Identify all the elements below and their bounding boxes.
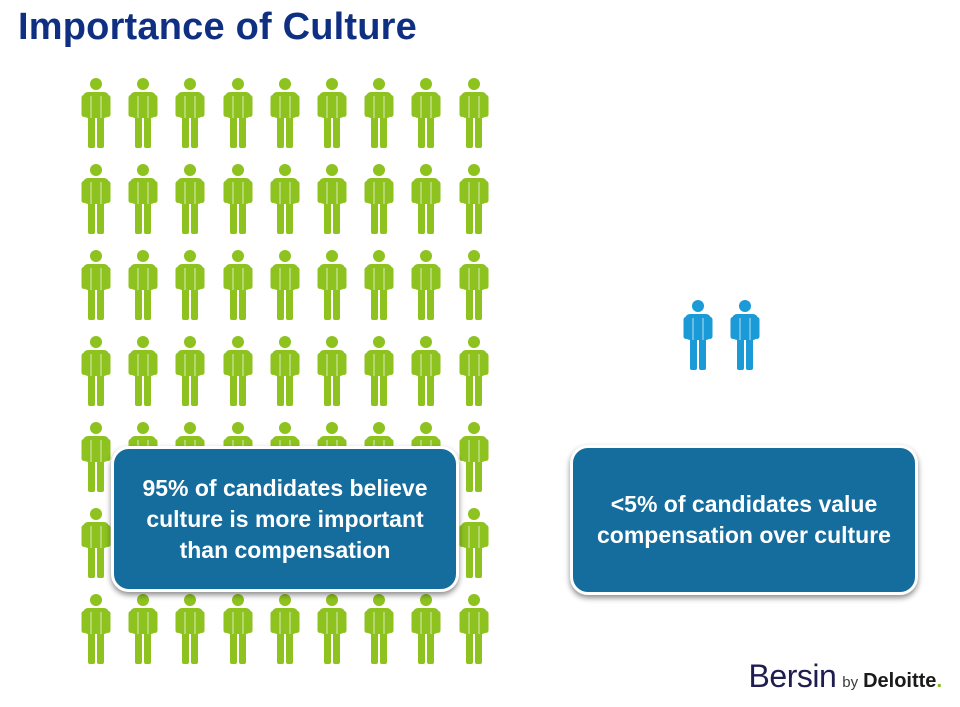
person-icon	[128, 250, 158, 322]
brand-dot: .	[936, 670, 942, 692]
person-icon	[364, 164, 394, 236]
person-icon	[459, 250, 489, 322]
person-icon	[81, 422, 111, 494]
person-icon	[459, 594, 489, 666]
person-icon	[128, 336, 158, 408]
brand-by: by	[842, 674, 859, 691]
majority-callout-text: 95% of candidates believe culture is mor…	[142, 474, 428, 563]
person-icon	[459, 508, 489, 580]
person-icon	[683, 300, 713, 372]
person-icon	[223, 594, 253, 666]
person-icon	[411, 336, 441, 408]
person-icon	[459, 422, 489, 494]
minority-callout: <5% of candidates value compensation ove…	[570, 445, 918, 595]
person-icon	[175, 336, 205, 408]
person-icon	[364, 336, 394, 408]
person-icon	[270, 594, 300, 666]
person-icon	[223, 250, 253, 322]
page-title: Importance of Culture	[18, 6, 418, 48]
minority-callout-text: <5% of candidates value compensation ove…	[597, 491, 891, 548]
person-icon	[270, 336, 300, 408]
person-icon	[317, 336, 347, 408]
person-icon	[270, 250, 300, 322]
majority-callout: 95% of candidates believe culture is mor…	[111, 446, 459, 592]
person-icon	[81, 336, 111, 408]
person-icon	[175, 594, 205, 666]
person-icon	[730, 300, 760, 372]
person-icon	[270, 78, 300, 150]
person-icon	[317, 250, 347, 322]
person-icon	[317, 78, 347, 150]
person-icon	[128, 594, 158, 666]
person-icon	[317, 164, 347, 236]
person-icon	[175, 250, 205, 322]
person-icon	[223, 336, 253, 408]
person-icon	[128, 78, 158, 150]
brand-name: Bersin	[748, 658, 837, 694]
person-icon	[364, 250, 394, 322]
person-icon	[81, 508, 111, 580]
person-icon	[411, 250, 441, 322]
person-icon	[270, 164, 300, 236]
person-icon	[223, 78, 253, 150]
brand-company: Deloitte	[863, 670, 937, 692]
person-icon	[364, 78, 394, 150]
person-icon	[223, 164, 253, 236]
person-icon	[81, 250, 111, 322]
person-icon	[81, 78, 111, 150]
person-icon	[317, 594, 347, 666]
person-icon	[175, 78, 205, 150]
person-icon	[411, 164, 441, 236]
brand-logo: Bersin by Deloitte.	[749, 658, 942, 695]
person-icon	[459, 164, 489, 236]
person-icon	[459, 336, 489, 408]
person-icon	[128, 164, 158, 236]
person-icon	[81, 164, 111, 236]
person-icon	[411, 78, 441, 150]
person-icon	[411, 594, 441, 666]
person-icon	[459, 78, 489, 150]
person-icon	[364, 594, 394, 666]
person-icon	[81, 594, 111, 666]
person-icon	[175, 164, 205, 236]
